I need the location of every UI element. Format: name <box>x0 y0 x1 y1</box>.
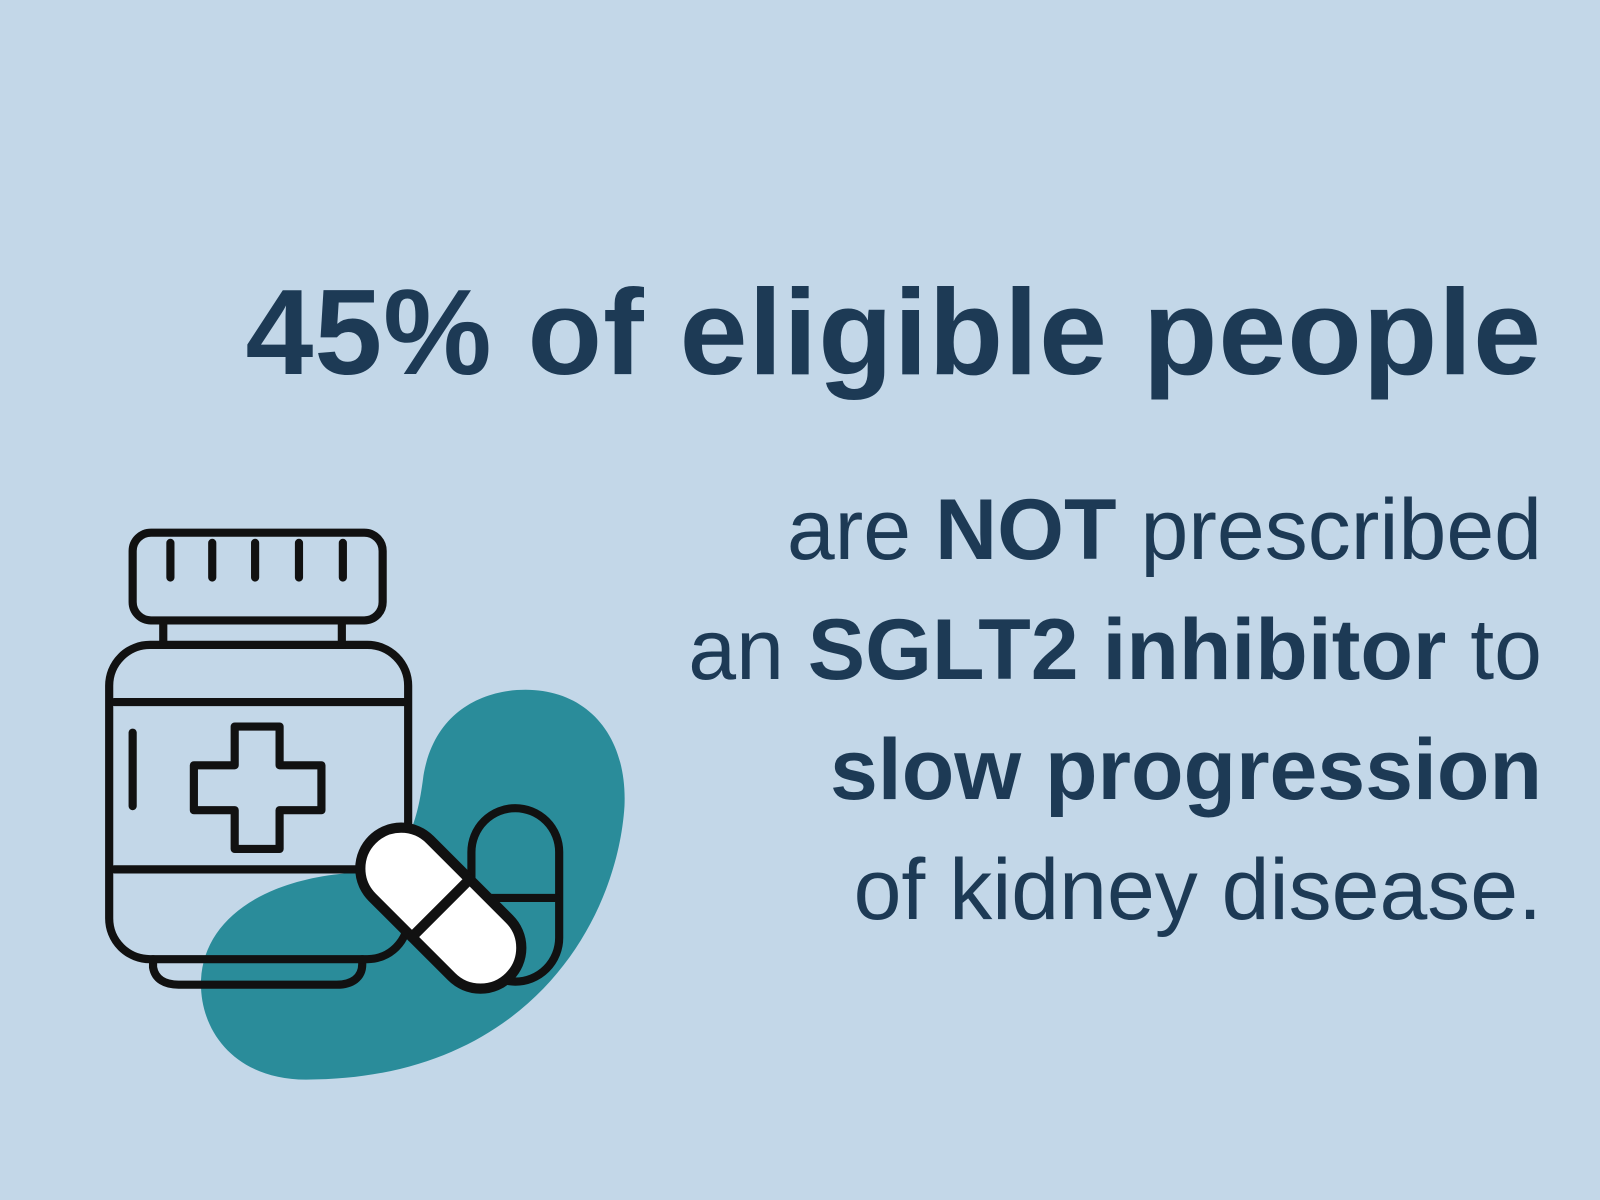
body-line: are NOT prescribed <box>688 470 1542 590</box>
emphasis-text: slow progression <box>829 722 1542 818</box>
body-text-segment: to <box>1446 602 1542 698</box>
bottle <box>105 528 413 989</box>
emphasis-text: SGLT2 inhibitor <box>807 602 1447 698</box>
body-line: of kidney disease. <box>688 830 1542 950</box>
body-line: slow progression <box>688 710 1542 830</box>
body-text-segment: an <box>688 602 808 698</box>
body-text-segment: prescribed <box>1116 482 1542 578</box>
body-text-segment: are <box>786 482 936 578</box>
headline: 45% of eligible people <box>245 264 1542 400</box>
body-text-segment: of kidney disease. <box>853 842 1542 938</box>
body-text: are NOT prescribed an SGLT2 inhibitor to s… <box>688 470 1542 950</box>
body-line: an SGLT2 inhibitor to <box>688 590 1542 710</box>
pill-front <box>355 822 527 994</box>
emphasis-text: NOT <box>935 482 1117 578</box>
